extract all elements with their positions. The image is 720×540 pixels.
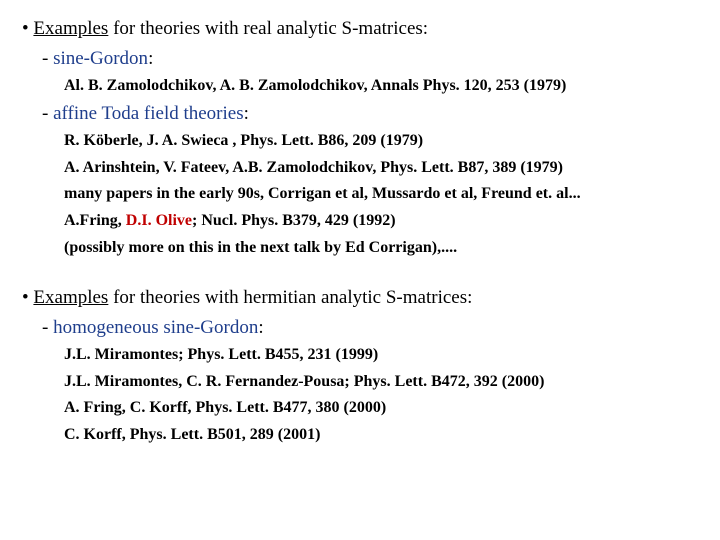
reference: A. Fring, C. Korff, Phys. Lett. B477, 38…: [64, 398, 698, 419]
reference: (possibly more on this in the next talk …: [64, 238, 698, 259]
reference: J.L. Miramontes, C. R. Fernandez-Pousa; …: [64, 372, 698, 393]
reference: many papers in the early 90s, Corrigan e…: [64, 184, 698, 205]
bullet: •: [22, 18, 33, 39]
heading-real-rest: for theories with real analytic S-matric…: [108, 18, 428, 39]
heading-real: • Examples for theories with real analyt…: [22, 18, 698, 40]
theory-name-homogeneous-sg: homogeneous sine-Gordon: [53, 317, 258, 338]
ref-olive-red: D.I. Olive: [126, 212, 192, 229]
dash: -: [42, 48, 53, 69]
theory-name-sine-gordon: sine-Gordon: [53, 48, 148, 69]
reference: C. Korff, Phys. Lett. B501, 289 (2001): [64, 425, 698, 446]
subhead-homogeneous-sg: - homogeneous sine-Gordon:: [42, 317, 698, 339]
colon: :: [258, 317, 263, 338]
heading-hermitian-underlined: Examples: [33, 287, 108, 308]
dash: -: [42, 317, 53, 338]
reference: R. Köberle, J. A. Swieca , Phys. Lett. B…: [64, 131, 698, 152]
colon: :: [244, 103, 249, 124]
subhead-sine-gordon: - sine-Gordon:: [42, 48, 698, 70]
dash: -: [42, 103, 53, 124]
reference: Al. B. Zamolodchikov, A. B. Zamolodchiko…: [64, 76, 698, 97]
section-real-analytic: • Examples for theories with real analyt…: [22, 18, 698, 259]
reference-olive: A.Fring, D.I. Olive; Nucl. Phys. B379, 4…: [64, 211, 698, 232]
ref-olive-post: ; Nucl. Phys. B379, 429 (1992): [192, 212, 396, 229]
reference: J.L. Miramontes; Phys. Lett. B455, 231 (…: [64, 345, 698, 366]
colon: :: [148, 48, 153, 69]
subhead-affine-toda: - affine Toda field theories:: [42, 103, 698, 125]
theory-name-affine-toda: affine Toda field theories: [53, 103, 244, 124]
bullet: •: [22, 287, 33, 308]
section-hermitian-analytic: • Examples for theories with hermitian a…: [22, 287, 698, 446]
ref-olive-pre: A.Fring,: [64, 212, 126, 229]
reference: A. Arinshtein, V. Fateev, A.B. Zamolodch…: [64, 158, 698, 179]
heading-hermitian-rest: for theories with hermitian analytic S-m…: [108, 287, 472, 308]
heading-real-underlined: Examples: [33, 18, 108, 39]
heading-hermitian: • Examples for theories with hermitian a…: [22, 287, 698, 309]
